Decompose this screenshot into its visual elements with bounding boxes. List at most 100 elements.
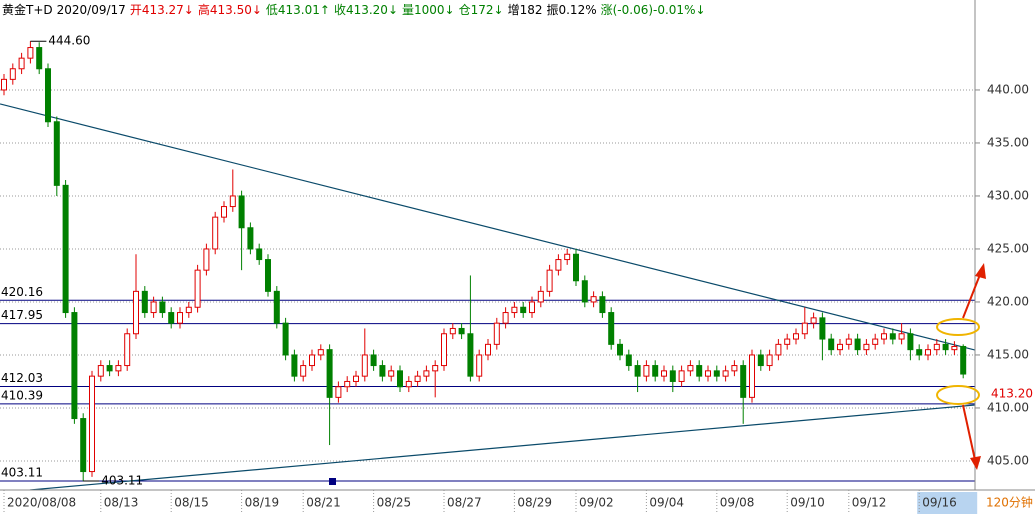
header: 黄金T+D 2020/09/17 开413.27↓ 高413.50↓ 低413.01↑ 收… [2,2,706,17]
candle-body [617,343,623,356]
candle-body [441,333,447,367]
candle-body [625,354,632,367]
y-tick-label: 425.00 [987,241,1029,255]
x-tick-label: 09/04 [649,496,684,510]
candle-body [97,365,104,377]
plot-area [0,40,975,490]
candle-body [256,248,263,261]
candle-body [1,78,7,91]
candle-body [740,365,747,398]
candle-body [326,349,333,398]
candle-body [705,370,711,377]
candle-body [467,333,474,377]
candle-body [837,343,843,351]
candle-body [485,343,491,356]
candle-body [810,317,817,324]
y-tick-label: 440.00 [987,82,1029,96]
candle-body [80,418,87,473]
header-field: 振0.12% [546,3,596,17]
candle-body [661,370,667,377]
x-tick-label: 2020/08/08 [7,496,76,510]
x-tick-label: 09/02 [579,496,614,510]
candle-body [608,312,615,345]
candle-body [476,354,483,377]
x-tick-label: 08/13 [104,496,139,510]
candle-body [573,253,579,282]
candle-body [344,380,351,388]
x-tick-label: 09/10 [790,496,825,510]
header-field: 仓172↓ [459,3,504,17]
candle-body [564,253,571,261]
x-tick-label: 08/27 [447,496,482,510]
x-tick-label: 08/19 [245,496,280,510]
candle-body [405,380,412,388]
arrow [962,271,982,319]
candle-body [159,301,166,314]
candle-body [599,296,606,314]
candle-body [749,354,755,398]
candle-body [713,370,720,377]
candle-body [238,195,245,229]
header-field: 2020/09/17 [57,3,126,17]
candle-body [669,370,676,382]
candle-body [784,338,791,345]
y-tick-label: 415.00 [987,347,1029,361]
candle-body [53,121,60,186]
candle-body [766,354,773,367]
candle-body [529,301,535,314]
candle-body [291,354,298,377]
y-tick-label: 420.00 [987,294,1029,308]
candle-body [432,365,439,372]
candle-body [212,216,219,250]
candle-body [951,345,958,351]
annotation-label: 403.11 [101,473,143,487]
candle-body [493,322,500,345]
candle-body [36,47,43,70]
candle-body [819,317,826,340]
candle-body [361,354,368,377]
candle-body [309,354,315,367]
annotation-label: 444.60 [48,34,90,48]
x-tick-label: 09/08 [720,496,755,510]
candle-body [643,365,650,377]
candle-body [933,343,940,351]
candle-body [379,365,386,377]
arrow-head [975,263,986,279]
x-tick-label: 08/25 [377,496,412,510]
axes: 405.00 410.00 415.00 420.00 425.00 430.00 435.… [3,82,1033,514]
candle-body [872,338,879,345]
candle-body [273,290,280,324]
candle-body [168,312,175,324]
y-tick-label: 410.00 [987,400,1029,414]
candle-body [185,306,192,314]
x-tick-label: 09/12 [852,496,887,510]
candle-body [423,370,430,377]
level-label: 420.16 [1,285,43,299]
candle-body [863,343,870,351]
candle-body [353,375,359,382]
candle-body [71,312,78,420]
candle-body [960,345,967,375]
candle-body [141,290,148,314]
level-label-bg [0,284,48,299]
candle-body [370,354,377,367]
candle-body [414,375,421,382]
header-field: 低413.01↑ [266,3,330,17]
candle-body [775,343,782,356]
level-label: 403.11 [1,465,43,479]
candle-body [265,259,271,292]
candle-body [18,57,25,70]
candle-body [89,375,95,473]
trend-line [0,103,975,351]
candle-body [898,333,905,340]
header-field: 增182 [508,3,543,17]
candle-body [150,301,157,314]
y-tick-label: 430.00 [987,188,1029,202]
candle-body [696,365,703,377]
candle-body [889,333,896,340]
highlight-band [917,492,978,514]
level-label-bg [0,464,48,479]
level-label: 417.95 [1,308,43,322]
